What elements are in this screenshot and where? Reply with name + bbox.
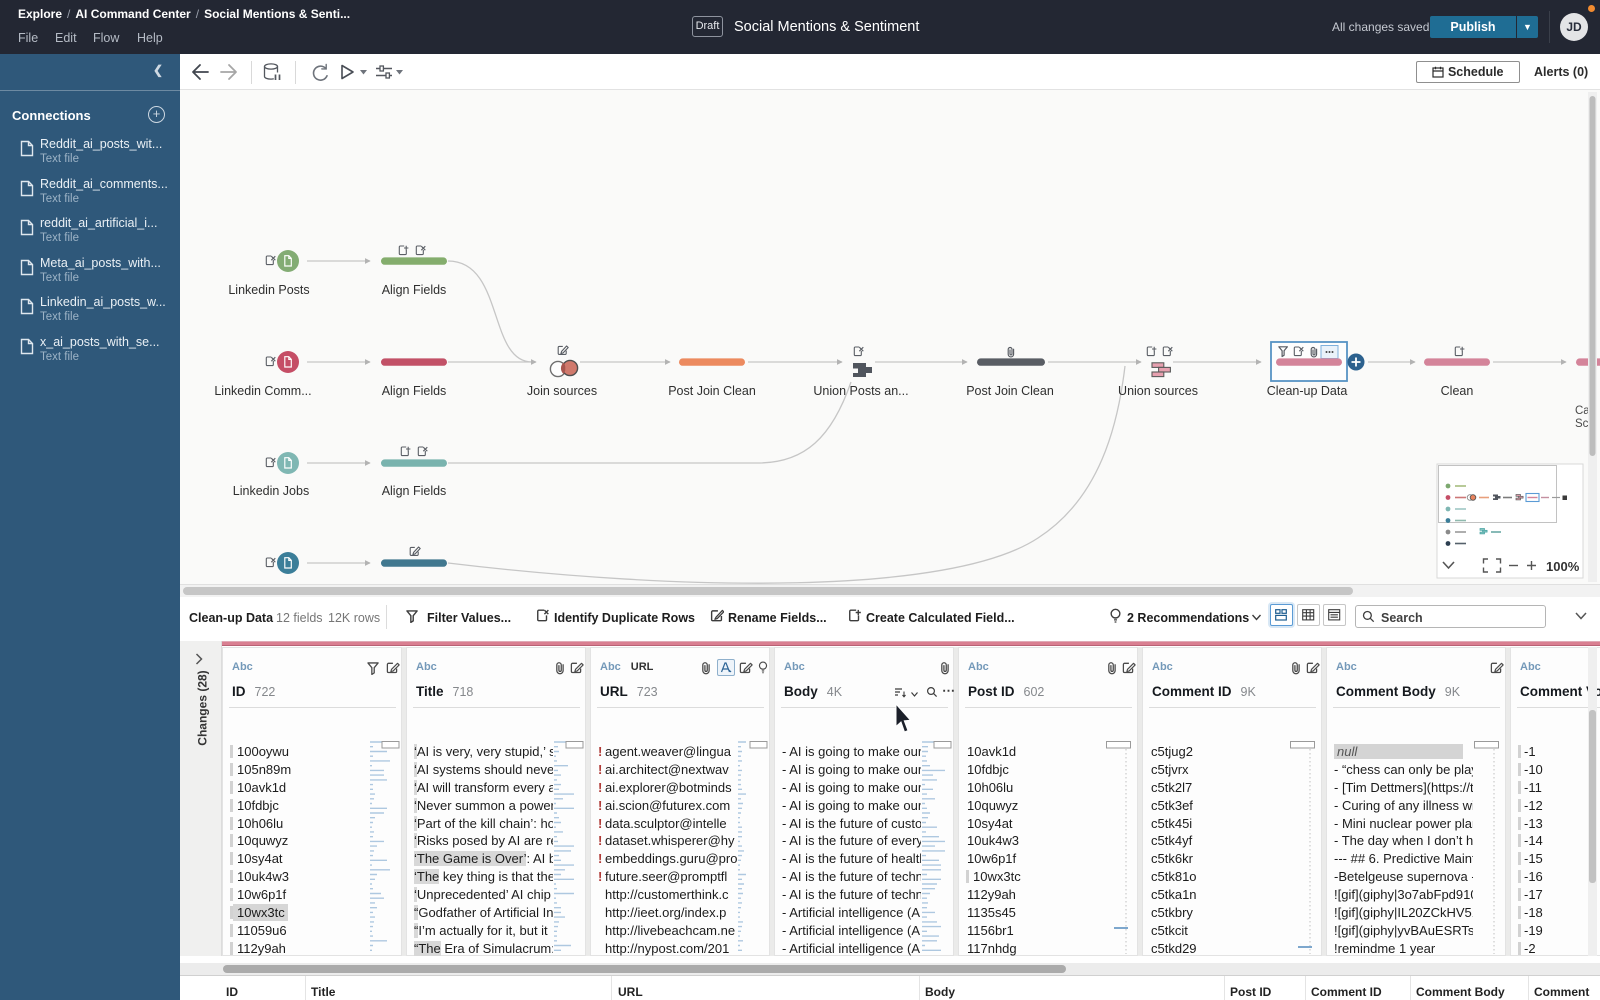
svg-text:Post Join Clean: Post Join Clean xyxy=(668,384,756,398)
svg-text:Linkedin Jobs: Linkedin Jobs xyxy=(233,484,309,498)
svg-text:Union Posts an...: Union Posts an... xyxy=(813,384,908,398)
svg-text:Join sources: Join sources xyxy=(527,384,597,398)
svg-text:Union sources: Union sources xyxy=(1118,384,1198,398)
svg-text:Sc: Sc xyxy=(1575,418,1589,430)
svg-text:Clean: Clean xyxy=(1441,384,1474,398)
svg-text:Align Fields: Align Fields xyxy=(382,484,447,498)
svg-text:100%: 100% xyxy=(1546,559,1580,574)
svg-text:Ca: Ca xyxy=(1575,405,1590,417)
svg-text:Linkedin Comm...: Linkedin Comm... xyxy=(214,384,311,398)
svg-text:Post Join Clean: Post Join Clean xyxy=(966,384,1054,398)
svg-text:Clean-up Data: Clean-up Data xyxy=(1267,384,1348,398)
svg-text:Linkedin Posts: Linkedin Posts xyxy=(228,283,309,297)
svg-text:Align Fields: Align Fields xyxy=(382,283,447,297)
svg-text:Align Fields: Align Fields xyxy=(382,384,447,398)
